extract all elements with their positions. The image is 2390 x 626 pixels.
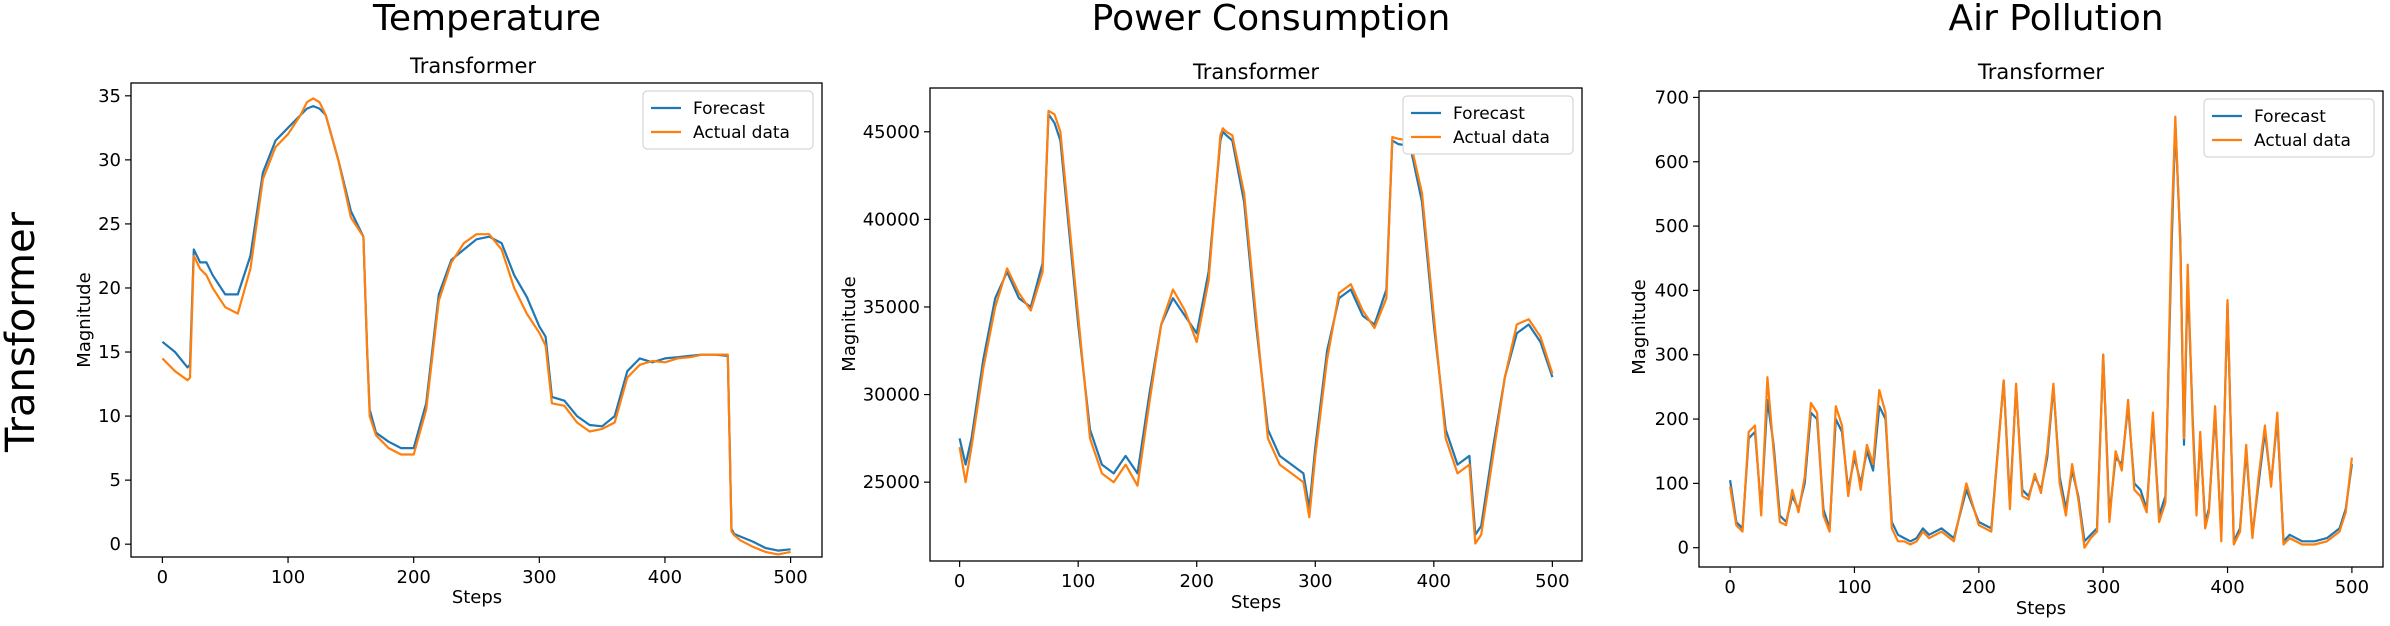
chart-title: Transformer — [1977, 60, 2104, 84]
y-tick-label: 300 — [1655, 345, 1689, 366]
x-tick-label: 400 — [648, 567, 682, 588]
y-tick-label: 40000 — [863, 209, 920, 230]
y-tick-label: 600 — [1655, 152, 1689, 173]
y-tick-label: 15 — [98, 342, 121, 363]
legend-actual-label: Actual data — [693, 123, 790, 143]
actual-data-line — [958, 109, 1554, 545]
actual-data-line — [1729, 115, 2353, 549]
y-tick-label: 500 — [1655, 216, 1689, 237]
legend-forecast-label: Forecast — [2254, 107, 2326, 127]
row-label: Transformer — [0, 211, 44, 453]
x-tick-label: 500 — [773, 567, 807, 588]
y-axis-label: Magnitude — [839, 276, 860, 371]
legend-box — [2203, 98, 2375, 158]
chart-title: Transformer — [409, 54, 536, 78]
y-tick-label: 30 — [98, 150, 121, 171]
y-tick-label: 30000 — [863, 385, 920, 406]
actual-data-line — [161, 97, 791, 556]
forecast-line — [161, 104, 791, 552]
y-tick-label: 0 — [110, 534, 121, 555]
legend-actual-label: Actual data — [2254, 131, 2351, 151]
x-tick-label: 100 — [1061, 571, 1095, 592]
x-tick-label: 0 — [1724, 577, 1735, 598]
x-tick-label: 400 — [2210, 577, 2244, 598]
air-pollution-panel: Air Pollution Transformer Steps Magnitud… — [1629, 0, 2384, 619]
y-tick-label: 35 — [98, 86, 121, 107]
legend-forecast-label: Forecast — [693, 99, 765, 119]
y-tick-label: 20 — [98, 278, 121, 299]
x-tick-label: 500 — [2335, 577, 2369, 598]
y-tick-label: 5 — [110, 470, 121, 491]
y-tick-label: 10 — [98, 406, 121, 427]
y-tick-label: 0 — [1678, 538, 1689, 559]
x-tick-label: 400 — [1417, 571, 1451, 592]
y-axis-label: Magnitude — [74, 272, 95, 367]
x-axis-label: Steps — [2016, 598, 2066, 619]
y-tick-label: 45000 — [863, 122, 920, 143]
y-tick-label: 35000 — [863, 297, 920, 318]
x-tick-label: 100 — [271, 567, 305, 588]
temperature-panel: Temperature Transformer Steps Magnitude … — [74, 0, 823, 608]
y-tick-label: 25000 — [863, 472, 920, 493]
x-tick-label: 300 — [2086, 577, 2120, 598]
panel-heading: Power Consumption — [1092, 0, 1451, 39]
y-tick-label: 700 — [1655, 87, 1689, 108]
x-tick-label: 200 — [1180, 571, 1214, 592]
legend-forecast-label: Forecast — [1453, 104, 1525, 124]
panel-heading: Air Pollution — [1948, 0, 2163, 39]
y-tick-label: 400 — [1655, 280, 1689, 301]
x-tick-label: 100 — [1837, 577, 1871, 598]
legend-actual-label: Actual data — [1453, 128, 1550, 148]
axes-frame — [130, 82, 823, 558]
chart-title: Transformer — [1192, 60, 1319, 84]
x-tick-label: 300 — [522, 567, 556, 588]
x-tick-label: 200 — [397, 567, 431, 588]
x-tick-label: 300 — [1298, 571, 1332, 592]
x-axis-label: Steps — [452, 587, 502, 608]
y-axis-label: Magnitude — [1629, 279, 1650, 374]
axes-frame — [1698, 90, 2384, 568]
y-tick-label: 25 — [98, 214, 121, 235]
legend-box — [1402, 95, 1574, 155]
x-tick-label: 0 — [954, 571, 965, 592]
panel-heading: Temperature — [372, 0, 601, 39]
x-axis-label: Steps — [1231, 592, 1281, 613]
x-tick-label: 200 — [1962, 577, 1996, 598]
power-consumption-panel: Power Consumption Transformer Steps Magn… — [839, 0, 1583, 613]
y-tick-label: 100 — [1655, 473, 1689, 494]
axes-frame — [929, 87, 1583, 562]
y-tick-label: 200 — [1655, 409, 1689, 430]
x-tick-label: 500 — [1535, 571, 1569, 592]
legend-box — [642, 90, 814, 150]
x-tick-label: 0 — [157, 567, 168, 588]
